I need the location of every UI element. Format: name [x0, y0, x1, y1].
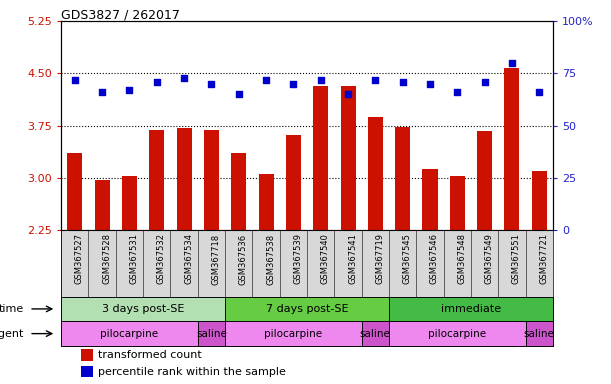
Bar: [61, 321, 198, 346]
Point: [234, 91, 244, 97]
Bar: [368, 117, 383, 230]
Text: GSM367532: GSM367532: [157, 233, 166, 285]
Text: GSM367536: GSM367536: [239, 233, 247, 285]
Point: [370, 76, 380, 83]
Bar: [340, 86, 356, 230]
Bar: [395, 127, 410, 230]
Text: GSM367538: GSM367538: [266, 233, 275, 285]
Point: [452, 89, 462, 95]
Text: GSM367549: GSM367549: [485, 233, 494, 284]
Text: percentile rank within the sample: percentile rank within the sample: [98, 367, 286, 377]
Bar: [149, 131, 164, 230]
Bar: [198, 321, 225, 346]
Text: GSM367540: GSM367540: [321, 233, 330, 284]
Bar: [362, 321, 389, 346]
Text: GSM367527: GSM367527: [75, 233, 84, 285]
Point: [480, 79, 489, 85]
Bar: [67, 154, 82, 230]
Point: [70, 76, 79, 83]
Bar: [81, 366, 93, 377]
Bar: [422, 169, 437, 230]
Bar: [313, 86, 328, 230]
Text: GSM367551: GSM367551: [512, 233, 521, 284]
Bar: [389, 296, 553, 321]
Bar: [505, 68, 519, 230]
Text: 7 days post-SE: 7 days post-SE: [266, 304, 348, 314]
Point: [261, 76, 271, 83]
Bar: [525, 321, 553, 346]
Point: [398, 79, 408, 85]
Text: transformed count: transformed count: [98, 350, 202, 360]
Bar: [231, 154, 246, 230]
Text: GSM367718: GSM367718: [211, 233, 221, 285]
Text: GDS3827 / 262017: GDS3827 / 262017: [61, 8, 180, 21]
Text: agent: agent: [0, 329, 24, 339]
Text: GSM367721: GSM367721: [540, 233, 548, 285]
Text: pilocarpine: pilocarpine: [428, 329, 486, 339]
Point: [125, 87, 134, 93]
Point: [535, 89, 544, 95]
Bar: [95, 180, 109, 230]
Bar: [204, 131, 219, 230]
Text: saline: saline: [360, 329, 391, 339]
Point: [288, 81, 298, 87]
Text: saline: saline: [196, 329, 227, 339]
Bar: [477, 131, 492, 230]
Point: [207, 81, 216, 87]
Point: [179, 74, 189, 81]
Bar: [225, 321, 362, 346]
Text: GSM367541: GSM367541: [348, 233, 357, 284]
Text: time: time: [0, 304, 24, 314]
Text: GSM367546: GSM367546: [430, 233, 439, 285]
Bar: [81, 349, 93, 361]
Text: saline: saline: [524, 329, 555, 339]
Text: GSM367534: GSM367534: [184, 233, 193, 285]
Bar: [532, 171, 547, 230]
Point: [343, 91, 353, 97]
Bar: [286, 135, 301, 230]
Bar: [258, 174, 274, 230]
Bar: [389, 321, 525, 346]
Text: GSM367531: GSM367531: [130, 233, 139, 285]
Bar: [450, 177, 465, 230]
Text: pilocarpine: pilocarpine: [265, 329, 323, 339]
Bar: [61, 296, 225, 321]
Text: GSM367548: GSM367548: [457, 233, 466, 285]
Text: immediate: immediate: [441, 304, 501, 314]
Text: GSM367719: GSM367719: [375, 233, 384, 285]
Bar: [177, 128, 192, 230]
Point: [152, 79, 162, 85]
Bar: [225, 296, 389, 321]
Point: [97, 89, 107, 95]
Point: [316, 76, 326, 83]
Text: GSM367528: GSM367528: [102, 233, 111, 285]
Bar: [122, 177, 137, 230]
Point: [425, 81, 435, 87]
Text: pilocarpine: pilocarpine: [100, 329, 158, 339]
Text: 3 days post-SE: 3 days post-SE: [102, 304, 185, 314]
Point: [507, 60, 517, 66]
Text: GSM367539: GSM367539: [293, 233, 302, 285]
Text: GSM367545: GSM367545: [403, 233, 412, 284]
